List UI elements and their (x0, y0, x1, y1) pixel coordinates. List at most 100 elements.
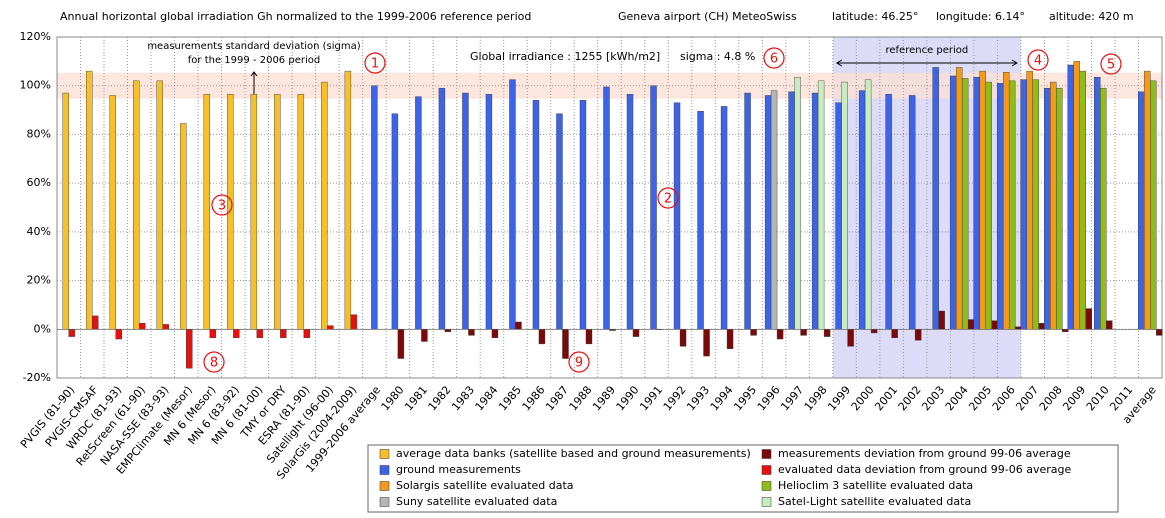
bar (908, 95, 916, 330)
x-tick-label: 2010 (1084, 384, 1112, 414)
bar (321, 81, 328, 330)
legend-label: Helioclim 3 satellite evaluated data (778, 479, 973, 492)
legend-label: ground measurements (396, 463, 521, 476)
bar (603, 86, 610, 330)
y-tick-label: 120% (20, 30, 51, 43)
bar (68, 329, 75, 337)
x-tick-label: 1999 (825, 384, 853, 414)
bar (891, 329, 898, 339)
bar (673, 102, 681, 330)
bar (233, 329, 240, 339)
reference-label: reference period (885, 45, 968, 56)
bar (115, 329, 122, 340)
bar (1038, 322, 1045, 330)
source: Geneva airport (CH) MeteoSwiss (618, 10, 797, 23)
legend-label: measurements deviation from ground 99-06… (778, 447, 1071, 460)
bar (444, 329, 452, 332)
bar (133, 80, 140, 330)
irradiance-text: Global irradiance : 1255 [kWh/m2] (470, 50, 660, 63)
bar (864, 79, 872, 330)
y-tick-label: 80% (27, 127, 51, 140)
annotation-circle (1027, 49, 1049, 71)
bar (811, 92, 819, 330)
bar (626, 94, 634, 330)
bar (823, 329, 831, 337)
bar (1106, 320, 1113, 330)
y-tick-label: 60% (27, 176, 51, 189)
annotation: 5 (1107, 58, 1115, 73)
x-tick-label: 1995 (731, 384, 759, 414)
x-tick-label: 1990 (614, 384, 642, 414)
x-tick-label: 1988 (567, 384, 595, 414)
x-tick-label: 1989 (590, 384, 618, 414)
legend-swatch (761, 449, 772, 459)
bar (1085, 308, 1092, 330)
bar (1079, 70, 1086, 330)
annotation: 8 (210, 356, 218, 371)
x-tick-label: 1987 (543, 384, 571, 414)
bar (227, 94, 234, 330)
y-tick-label: -20% (23, 371, 51, 384)
bar (949, 75, 957, 330)
annotation-circle (763, 47, 785, 69)
bar (858, 90, 866, 330)
x-tick-label: 2007 (1013, 384, 1041, 414)
x-tick-label: 2009 (1060, 384, 1088, 414)
bar (139, 322, 146, 330)
bar (776, 329, 784, 340)
chart-title: Annual horizontal global irradiation Gh … (60, 10, 531, 23)
bar (1138, 91, 1145, 330)
bar (438, 87, 446, 330)
bar (697, 111, 704, 330)
y-tick-label: 0% (34, 322, 51, 335)
bar (967, 319, 975, 330)
latitude: latitude: 46.25° (832, 10, 918, 23)
annotation: 9 (575, 356, 583, 371)
annotation-circle (211, 194, 233, 216)
bar (491, 329, 499, 339)
bar (679, 329, 687, 347)
bar (562, 329, 569, 359)
bar (303, 329, 311, 339)
bar (726, 329, 734, 349)
bar (344, 70, 352, 330)
bar (250, 94, 258, 330)
bar (764, 95, 772, 330)
bar (515, 321, 522, 330)
bar (1150, 80, 1157, 330)
bar (955, 67, 963, 330)
bar (180, 123, 187, 330)
bar (1056, 87, 1063, 330)
legend-swatch (761, 481, 772, 491)
reference-arrow-head (835, 59, 1018, 67)
legend-label: Suny satellite evaluated data (396, 495, 557, 508)
bar (996, 83, 1004, 330)
legend-swatch (379, 449, 390, 459)
annotation: 4 (1034, 54, 1042, 69)
bar (1100, 87, 1107, 330)
annotation: 2 (664, 192, 672, 207)
bar (847, 329, 854, 347)
bar (532, 100, 540, 330)
annotation: 6 (770, 52, 778, 67)
bar (350, 314, 358, 330)
bar (1062, 329, 1069, 332)
bar (632, 329, 640, 337)
x-tick-label: 1996 (755, 384, 783, 414)
plot-frame (56, 36, 1163, 379)
bar (835, 102, 842, 330)
bar (1008, 80, 1016, 330)
legend-swatch (761, 497, 772, 507)
bar (556, 113, 563, 330)
bar (932, 67, 939, 330)
bar (468, 329, 475, 336)
bar (788, 91, 795, 330)
bar (1020, 79, 1027, 330)
bar (62, 92, 69, 330)
annotation: 1 (371, 57, 379, 72)
legend-swatch (379, 481, 390, 491)
bar (1067, 64, 1074, 330)
annotation-circle (657, 187, 679, 209)
bar (162, 324, 169, 330)
legend-swatch (379, 465, 390, 475)
